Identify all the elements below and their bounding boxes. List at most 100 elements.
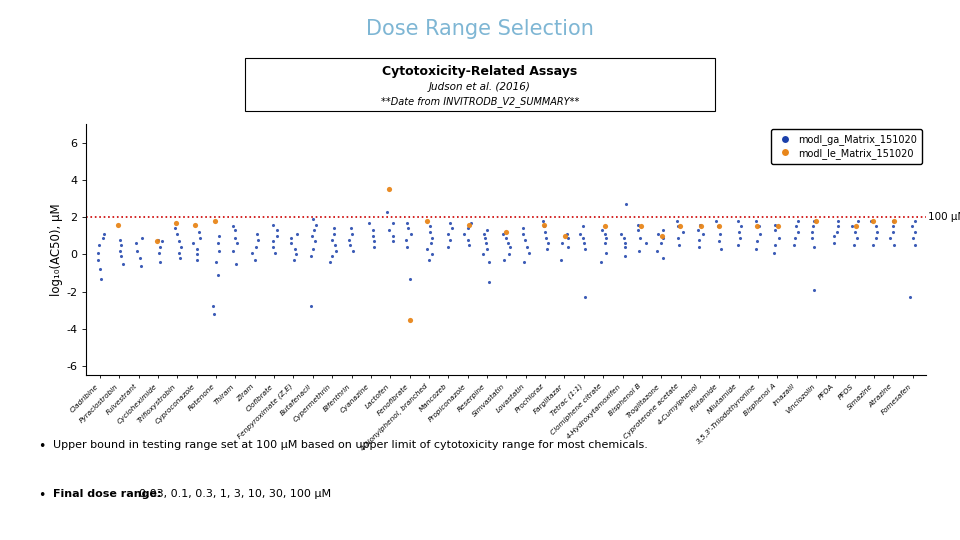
Text: Cytotoxicity-Related Assays: Cytotoxicity-Related Assays (382, 65, 578, 78)
Point (324, 252, 340, 261)
Point (752, 230, 767, 238)
Point (691, 235, 707, 244)
Point (517, 235, 533, 244)
Point (846, 241, 861, 249)
Point (461, 241, 476, 249)
Point (712, 230, 728, 238)
Point (481, 258, 496, 266)
Point (673, 222, 688, 231)
Point (93, 265, 108, 274)
Point (326, 224, 342, 233)
Point (631, 226, 646, 234)
Point (247, 255, 262, 264)
Point (442, 219, 457, 227)
Point (174, 242, 189, 251)
Point (326, 230, 342, 238)
Point (787, 233, 803, 242)
Point (848, 228, 863, 237)
Point (767, 248, 782, 257)
Point (460, 224, 475, 233)
Point (869, 233, 884, 242)
Point (110, 220, 126, 229)
Point (595, 226, 611, 234)
Text: **Date from INVITRODB_V2_SUMMARY**: **Date from INVITRODB_V2_SUMMARY** (381, 96, 579, 107)
Point (229, 239, 245, 247)
Point (731, 241, 746, 249)
Point (381, 185, 396, 194)
Point (128, 239, 143, 247)
Point (479, 239, 494, 247)
Point (501, 250, 516, 259)
Point (902, 293, 918, 301)
Point (323, 258, 338, 266)
Point (868, 222, 883, 231)
Text: •: • (38, 440, 46, 453)
Point (650, 230, 665, 238)
Point (245, 248, 260, 257)
Point (713, 245, 729, 253)
Point (381, 226, 396, 234)
Point (613, 230, 629, 238)
Point (251, 235, 266, 244)
Point (516, 224, 531, 233)
Point (695, 230, 710, 238)
Point (424, 233, 440, 242)
Point (750, 222, 765, 231)
Point (132, 254, 148, 262)
Point (342, 235, 357, 244)
Point (655, 226, 670, 234)
Point (250, 230, 265, 238)
Point (169, 230, 184, 238)
Point (343, 241, 358, 249)
Point (303, 302, 319, 311)
Point (152, 248, 167, 257)
Point (633, 233, 648, 242)
Point (420, 255, 436, 264)
Point (402, 274, 418, 283)
Point (496, 255, 512, 264)
Point (345, 246, 360, 255)
Point (386, 219, 401, 227)
Point (266, 237, 281, 246)
Point (618, 200, 634, 208)
Point (536, 220, 551, 229)
Point (598, 248, 613, 257)
Text: Dose Range Selection: Dose Range Selection (366, 19, 594, 39)
Point (870, 228, 885, 237)
Point (476, 230, 492, 238)
Point (693, 220, 708, 229)
Point (206, 309, 222, 318)
Point (477, 233, 492, 242)
Point (403, 230, 419, 238)
Point (671, 241, 686, 249)
Text: •: • (38, 489, 46, 502)
Point (885, 228, 900, 237)
Point (829, 222, 845, 231)
Point (690, 226, 706, 234)
Point (806, 217, 822, 225)
Point (191, 228, 206, 237)
Point (307, 237, 323, 246)
Point (379, 207, 395, 216)
Point (130, 246, 145, 255)
Point (423, 239, 439, 247)
Point (210, 239, 226, 247)
Point (366, 232, 381, 240)
Point (560, 233, 575, 242)
Point (133, 233, 149, 242)
Point (269, 226, 284, 234)
Point (399, 242, 415, 251)
Point (537, 222, 552, 231)
Point (806, 242, 822, 251)
Point (597, 222, 612, 231)
Point (113, 235, 129, 244)
Point (654, 239, 669, 247)
Point (96, 230, 111, 238)
Point (577, 245, 592, 253)
Point (650, 246, 665, 255)
Point (283, 233, 299, 242)
Point (154, 237, 169, 246)
Point (172, 237, 187, 246)
Point (444, 224, 460, 233)
Point (328, 246, 344, 255)
